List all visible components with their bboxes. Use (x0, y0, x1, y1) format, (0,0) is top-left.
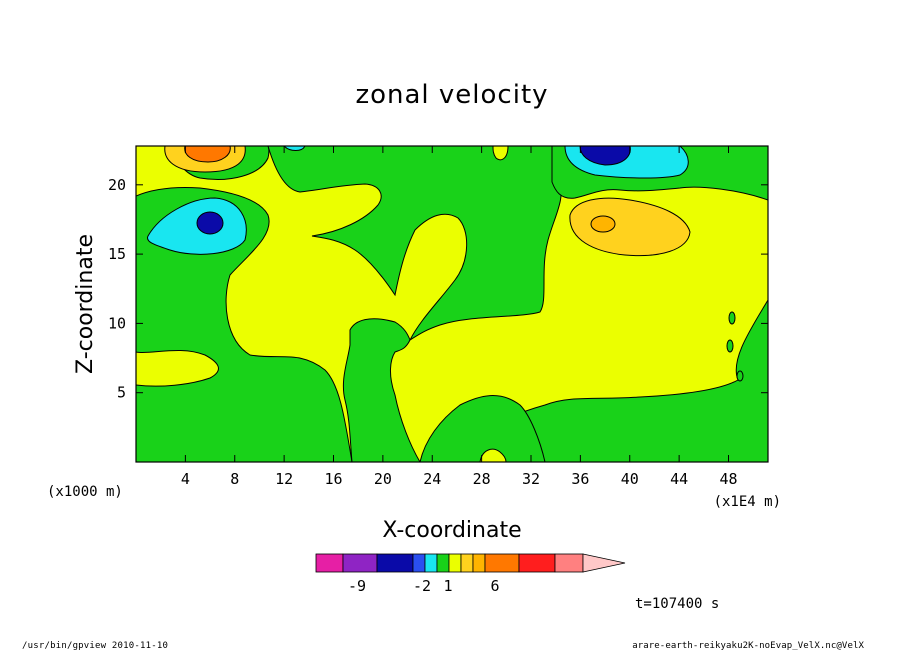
x-tick-label: 4 (181, 470, 190, 488)
colorbar-arrow (582, 553, 626, 573)
time-label: t=107400 s (635, 596, 719, 612)
x-axis-label: X-coordinate (382, 518, 521, 543)
green-region-middle (267, 146, 562, 342)
x-unit-right: (x1E4 m) (714, 494, 781, 510)
y-axis-label: Z-coordinate (73, 234, 98, 374)
colorbar-segment (424, 553, 438, 573)
x-tick-label: 48 (719, 470, 737, 488)
colorbar-segment (484, 553, 520, 573)
green-region-bottom-center (419, 395, 546, 462)
x-tick-label: 28 (473, 470, 491, 488)
green-isle-2 (726, 339, 734, 353)
green-region-center (342, 318, 421, 462)
orange-region-right (569, 197, 691, 257)
colorbar-segment (376, 553, 414, 573)
x-tick-label: 16 (324, 470, 342, 488)
footer-right: arare-earth-reikyaku2K-noEvap_VelX.nc@Ve… (632, 641, 864, 651)
x-tick-label: 24 (423, 470, 441, 488)
red-region-top-left (184, 146, 231, 163)
colorbar-tick-label: 1 (443, 577, 452, 595)
colorbar-segment (448, 553, 462, 573)
colorbar-segment (460, 553, 474, 573)
colorbar-tick-label: 6 (490, 577, 499, 595)
colorbar-segment (554, 553, 584, 573)
colorbar-segment (412, 553, 426, 573)
green-isle-3 (736, 370, 744, 382)
yellow-bump-bottom (479, 448, 507, 462)
x-tick-label: 20 (374, 470, 392, 488)
colorbar: -9 -2 1 6 (315, 553, 626, 595)
contour-field (136, 146, 768, 462)
x-tick-label: 44 (670, 470, 688, 488)
colorbar-segment (342, 553, 378, 573)
colorbar-tick-label: -2 (413, 577, 431, 595)
x-tick-label: 32 (522, 470, 540, 488)
colorbar-segment (315, 553, 344, 573)
yellow-blip-top (492, 146, 509, 161)
x-unit-left: (x1000 m) (47, 484, 123, 500)
colorbar-segment (436, 553, 450, 573)
green-region-left (136, 187, 353, 462)
colorbar-segment (518, 553, 556, 573)
orange-center-right (590, 215, 616, 233)
colorbar-tick-label: -9 (348, 577, 366, 595)
colorbar-segment (472, 553, 486, 573)
footer-left: /usr/bin/gpview 2010-11-10 (22, 641, 169, 651)
y-ticks: 5 10 15 20 (108, 176, 768, 402)
green-isle-1 (728, 311, 736, 325)
x-tick-label: 36 (571, 470, 589, 488)
y-tick-label: 15 (108, 245, 126, 263)
chart-title: zonal velocity (355, 80, 548, 110)
y-tick-label: 10 (108, 314, 126, 332)
y-tick-label: 5 (117, 384, 126, 402)
blue-center-left (196, 211, 224, 235)
x-tick-label: 12 (275, 470, 293, 488)
cyan-region-left (146, 197, 247, 255)
y-tick-label: 20 (108, 176, 126, 194)
x-tick-label: 40 (621, 470, 639, 488)
x-tick-label: 8 (230, 470, 239, 488)
x-ticks: 4 8 12 16 20 24 28 32 36 40 44 48 (181, 146, 738, 488)
plot-frame (135, 145, 769, 463)
